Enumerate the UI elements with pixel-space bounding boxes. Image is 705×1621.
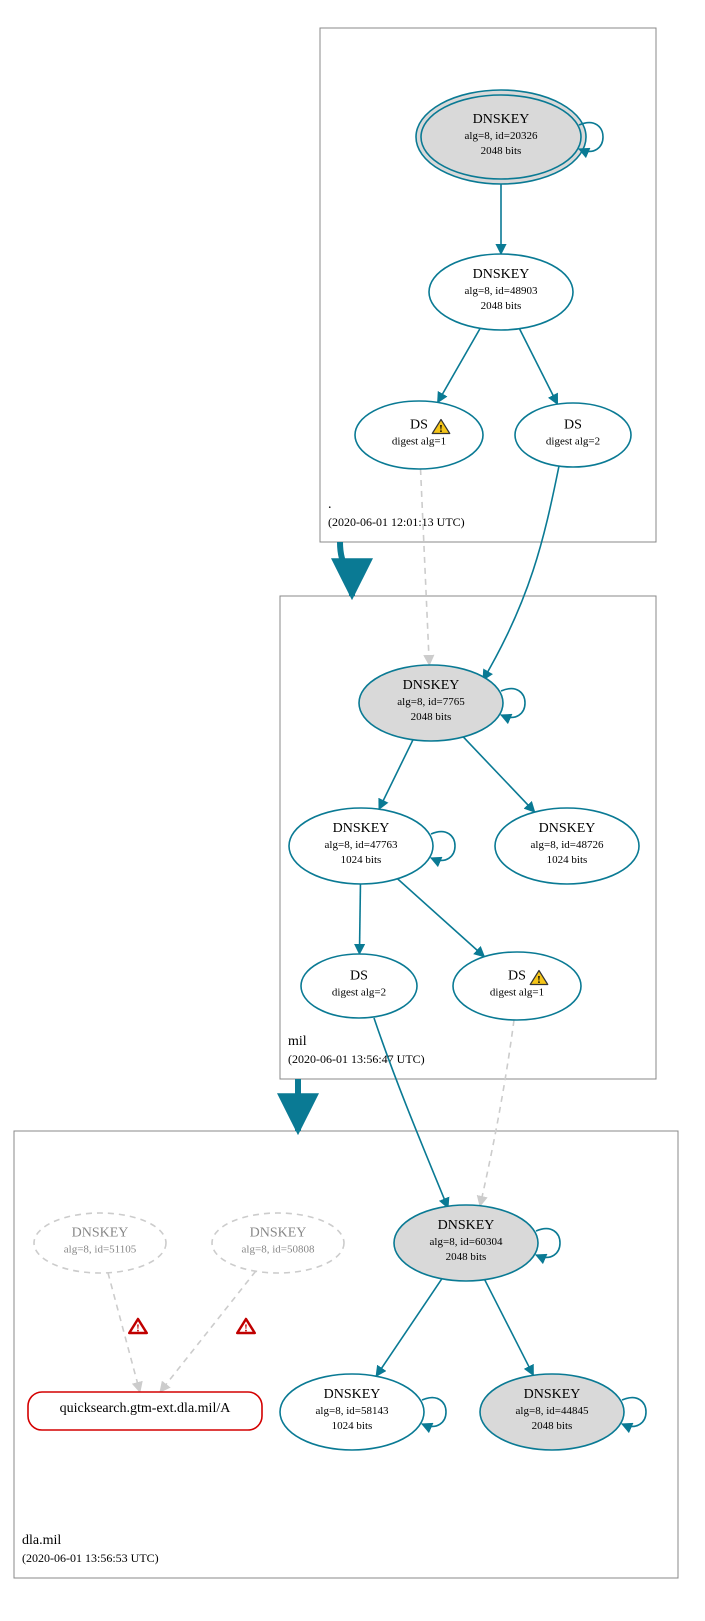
node-text: alg=8, id=58143 bbox=[316, 1405, 389, 1417]
zone-timestamp: (2020-06-01 12:01:13 UTC) bbox=[328, 515, 465, 529]
node-mil_ds1: DS digest alg=1 bbox=[453, 952, 581, 1020]
node-text: 2048 bits bbox=[481, 300, 522, 312]
node-dla_rec: quicksearch.gtm-ext.dla.mil/A bbox=[28, 1392, 262, 1430]
node-text: 2048 bits bbox=[481, 145, 522, 157]
node-text: alg=8, id=48903 bbox=[465, 285, 538, 297]
node-text: 1024 bits bbox=[341, 854, 382, 866]
zone-dla bbox=[14, 1131, 678, 1578]
node-text: DNSKEY bbox=[403, 678, 460, 693]
node-mil_ds2: DS digest alg=2 bbox=[301, 954, 417, 1018]
node-text: digest alg=2 bbox=[332, 987, 386, 999]
node-text: alg=8, id=48726 bbox=[531, 839, 604, 851]
node-text: 2048 bits bbox=[411, 711, 452, 723]
node-text: DNSKEY bbox=[333, 821, 390, 836]
node-text: digest alg=1 bbox=[490, 987, 544, 999]
node-text: alg=8, id=44845 bbox=[516, 1405, 589, 1417]
dnssec-diagram: . (2020-06-01 12:01:13 UTC) mil (2020-06-01… bbox=[0, 0, 705, 1621]
svg-text:!: ! bbox=[439, 423, 443, 435]
edge bbox=[359, 884, 360, 954]
node-text: DS bbox=[350, 969, 368, 984]
node-text: DS bbox=[508, 969, 526, 984]
zone-label: dla.mil bbox=[22, 1533, 61, 1548]
svg-text:!: ! bbox=[136, 1323, 140, 1335]
node-text: alg=8, id=60304 bbox=[430, 1236, 503, 1248]
node-dla_d1: DNSKEY alg=8, id=51105 bbox=[34, 1213, 166, 1273]
node-text: quicksearch.gtm-ext.dla.mil/A bbox=[60, 1401, 232, 1416]
node-text: 2048 bits bbox=[446, 1251, 487, 1263]
node-text: digest alg=2 bbox=[546, 436, 600, 448]
node-text: DNSKEY bbox=[72, 1226, 129, 1241]
node-text: DS bbox=[564, 418, 582, 433]
zone-timestamp: (2020-06-01 13:56:47 UTC) bbox=[288, 1052, 425, 1066]
node-dla_d2: DNSKEY alg=8, id=50808 bbox=[212, 1213, 344, 1273]
node-text: alg=8, id=51105 bbox=[64, 1244, 137, 1256]
node-text: DNSKEY bbox=[539, 821, 596, 836]
zone-timestamp: (2020-06-01 13:56:53 UTC) bbox=[22, 1551, 159, 1565]
node-text: alg=8, id=20326 bbox=[465, 130, 538, 142]
node-text: DNSKEY bbox=[473, 267, 530, 282]
node-text: DNSKEY bbox=[324, 1387, 381, 1402]
node-text: DNSKEY bbox=[250, 1226, 307, 1241]
node-text: alg=8, id=47763 bbox=[325, 839, 398, 851]
node-text: 2048 bits bbox=[532, 1420, 573, 1432]
node-root_ds1: DS digest alg=1 bbox=[355, 401, 483, 469]
node-root_ds2: DS digest alg=2 bbox=[515, 403, 631, 467]
zone-label: . bbox=[328, 497, 332, 512]
zone-label: mil bbox=[288, 1034, 307, 1049]
node-text: alg=8, id=50808 bbox=[242, 1244, 315, 1256]
node-text: alg=8, id=7765 bbox=[397, 696, 465, 708]
svg-text:!: ! bbox=[244, 1323, 248, 1335]
node-text: digest alg=1 bbox=[392, 436, 446, 448]
svg-text:!: ! bbox=[537, 974, 541, 986]
node-root_zsk: DNSKEY alg=8, id=48903 2048 bits bbox=[429, 254, 573, 330]
node-text: 1024 bits bbox=[547, 854, 588, 866]
node-mil_zsk2: DNSKEY alg=8, id=48726 1024 bits bbox=[495, 808, 639, 884]
node-text: 1024 bits bbox=[332, 1420, 373, 1432]
node-text: DNSKEY bbox=[438, 1218, 495, 1233]
node-text: DNSKEY bbox=[473, 112, 530, 127]
node-text: DNSKEY bbox=[524, 1387, 581, 1402]
node-text: DS bbox=[410, 418, 428, 433]
